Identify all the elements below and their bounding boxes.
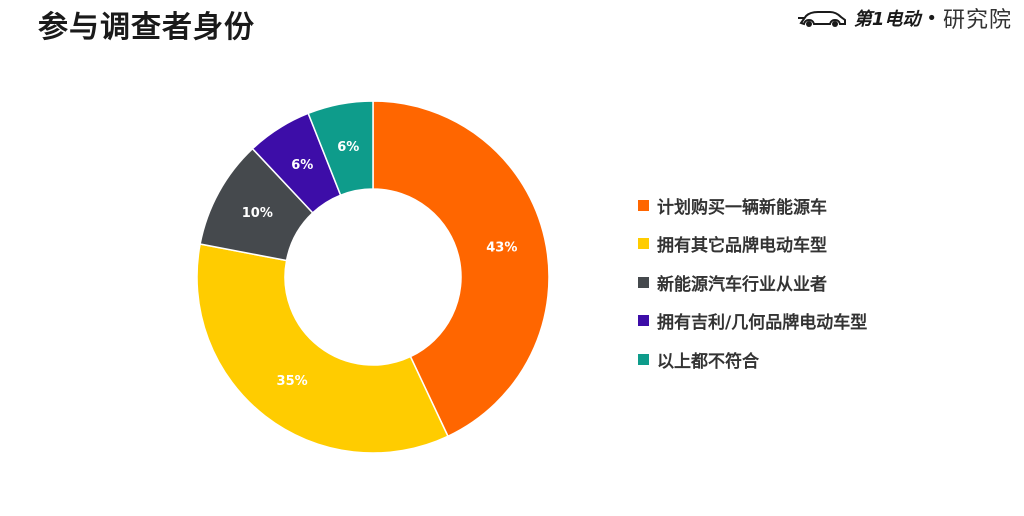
chart-data-labels: 43% 35% 10% 6% 6% [242,140,518,389]
data-label-4: 6% [291,158,313,173]
legend-swatch [638,353,649,365]
brand-separator: • [926,7,937,29]
legend-swatch [638,315,649,327]
legend-swatch [638,238,649,250]
legend-item-3: 新能源汽车行业从业者 [638,263,867,302]
data-label-5: 6% [337,140,359,155]
legend-item-1: 计划购买一辆新能源车 [638,186,867,225]
legend-label: 以上都不符合 [657,351,759,372]
legend-item-2: 拥有其它品牌电动车型 [638,225,867,264]
legend-label: 新能源汽车行业从业者 [657,274,827,295]
data-label-1: 43% [486,241,517,256]
brand-logo: 第1电动 • 研究院 [797,2,1012,34]
slice-2 [196,243,449,454]
brand-subtitle: 研究院 [942,8,1012,33]
data-label-2: 35% [277,374,308,389]
brand-logo-text: 第1电动 [853,9,921,30]
legend-label: 计划购买一辆新能源车 [657,197,827,218]
chart-legend: 计划购买一辆新能源车 拥有其它品牌电动车型 新能源汽车行业从业者拥有吉利/几何品牌电… [638,186,867,379]
slice-1 [372,100,550,438]
legend-item-4: 拥有吉利/几何品牌电动车型 [638,302,867,341]
page-title: 参与调查者身份 [38,10,255,45]
chart-slices [196,100,550,454]
legend-swatch [638,276,649,288]
data-label-3: 10% [242,206,273,221]
legend-label: 拥有吉利/几何品牌电动车型 [657,313,868,334]
legend-label: 拥有其它品牌电动车型 [657,236,827,257]
legend-item-5: 以上都不符合 [638,340,867,379]
slice-5 [307,100,374,197]
car-logo-icon [797,7,848,29]
legend-swatch [638,199,649,211]
